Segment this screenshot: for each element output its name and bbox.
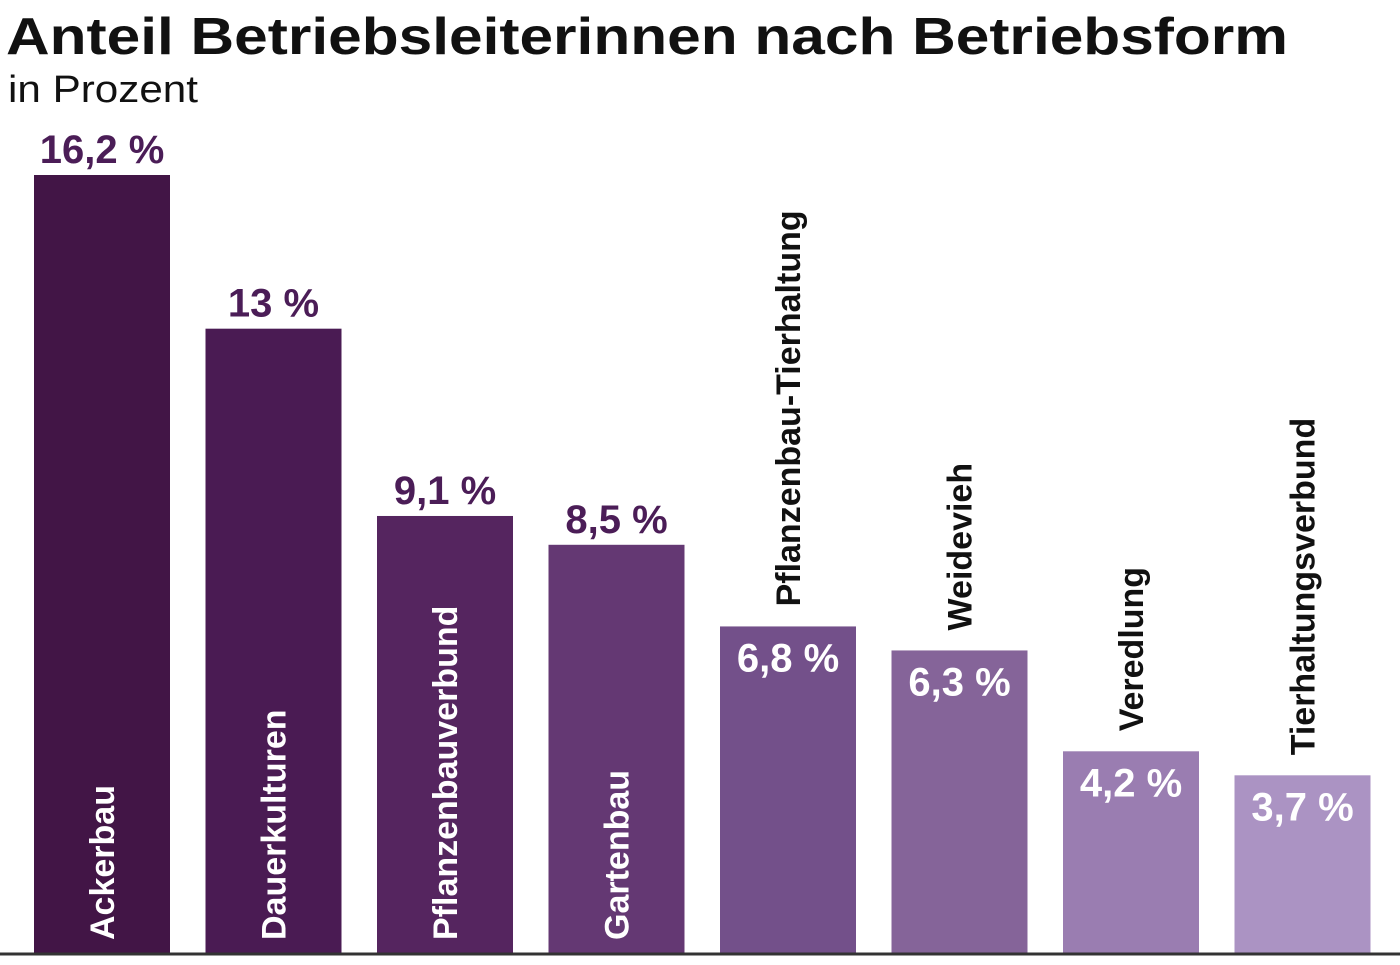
bar-pflanzenbau-tierhaltung [720, 626, 856, 953]
bar-dauerkulturen [205, 328, 342, 953]
category-label: Gartenbau [599, 770, 637, 940]
data-label: 4,2 % [1080, 761, 1182, 805]
chart-subtitle: in Prozent [8, 69, 198, 111]
bar-tierhaltungsverbund [1234, 775, 1371, 953]
category-label: Pflanzenbauverbund [427, 606, 465, 940]
data-label: 3,7 % [1251, 785, 1353, 829]
category-label: Veredlung [1113, 567, 1151, 731]
category-label: Pflanzenbau-Tierhaltung [770, 210, 808, 606]
data-label: 9,1 % [394, 469, 496, 513]
data-label: 13 % [228, 282, 319, 326]
category-label: Weidevieh [942, 463, 980, 631]
category-label: Ackerbau [84, 785, 122, 940]
data-label: 6,3 % [908, 660, 1010, 704]
bar-gartenbau [548, 544, 685, 953]
bar-weidevieh [891, 650, 1028, 953]
category-label: Dauerkulturen [256, 710, 294, 941]
chart-title: Anteil Betriebsleiterinnen nach Betriebs… [6, 8, 1288, 66]
bar-ackerbau [34, 175, 170, 953]
bar-veredlung [1063, 751, 1199, 953]
data-label: 16,2 % [40, 128, 165, 172]
bars-group: 16,2 % Ackerbau 13 % Dauerkulturen 9,1 % Pfla… [34, 128, 1371, 953]
bar-pflanzenbauverbund [377, 515, 513, 953]
data-label: 8,5 % [565, 498, 667, 542]
data-label: 6,8 % [737, 636, 839, 680]
category-label: Tierhaltungsverbund [1285, 418, 1323, 756]
